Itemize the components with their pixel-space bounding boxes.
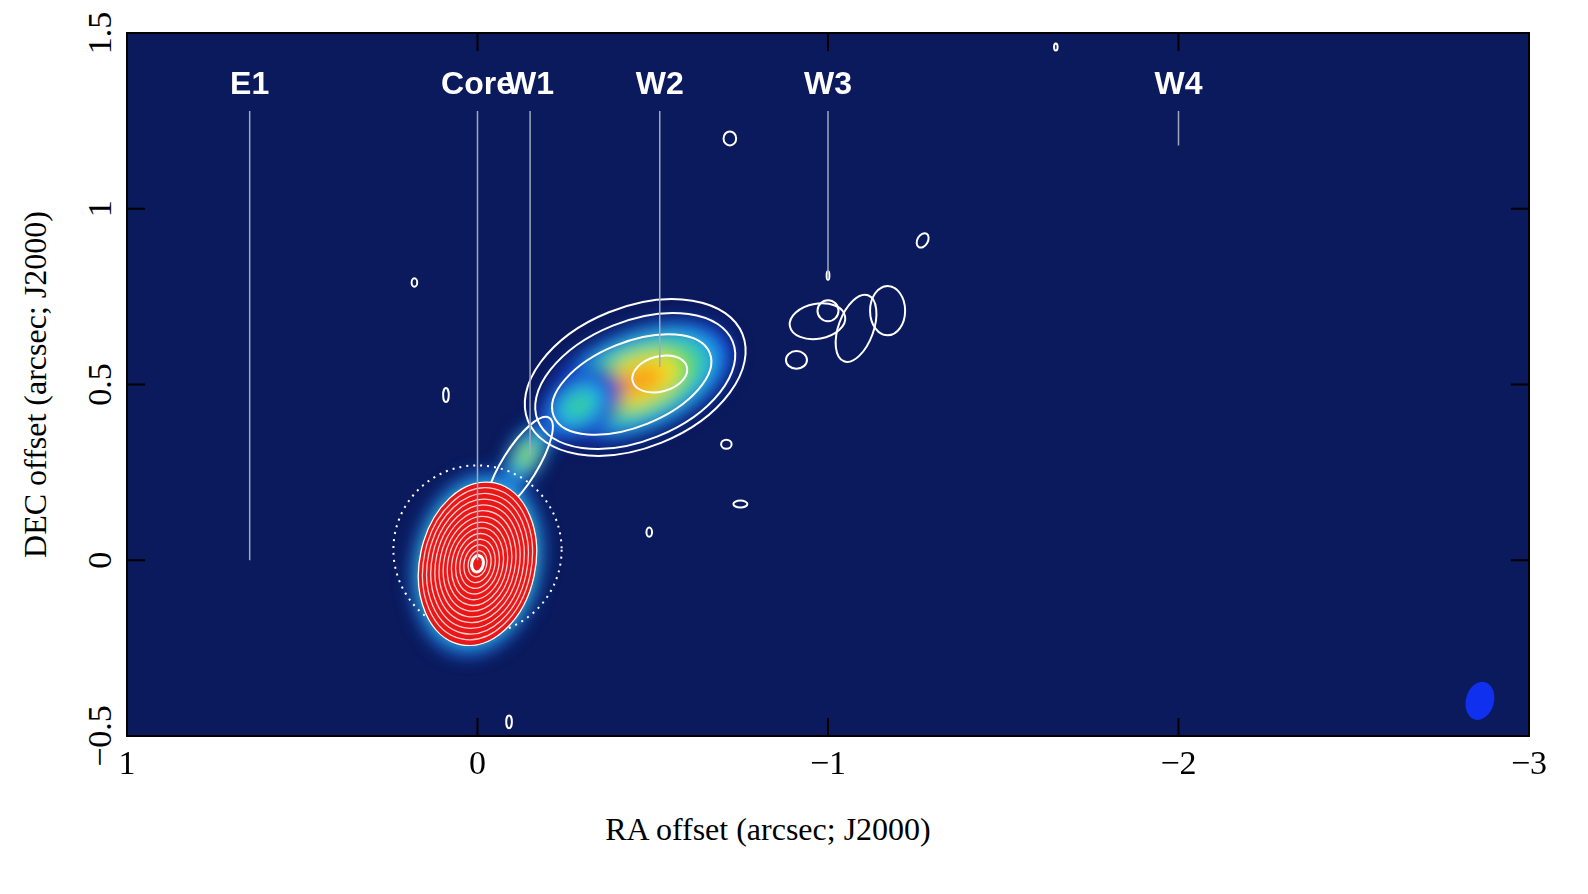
- contour: [1054, 44, 1058, 51]
- contour: [443, 388, 449, 402]
- x-tick: [1528, 33, 1530, 51]
- y-tick-label: 1: [81, 200, 118, 217]
- contour: [538, 314, 726, 455]
- x-tick: [126, 33, 128, 51]
- x-tick-label: 1: [119, 744, 136, 781]
- x-tick-label: −1: [810, 744, 846, 781]
- y-tick: [1511, 735, 1529, 737]
- x-tick: [126, 718, 128, 736]
- annotation-line: [249, 111, 251, 560]
- annotation-label: W1: [506, 65, 554, 101]
- annotation-line: [477, 111, 479, 560]
- y-tick-label: 0.5: [81, 363, 118, 406]
- annotation-line: [529, 111, 531, 455]
- contour: [515, 286, 755, 476]
- x-tick: [477, 33, 479, 51]
- y-axis-title: DEC offset (arcsec; J2000): [17, 211, 53, 558]
- y-tick: [1511, 559, 1529, 561]
- contour: [724, 131, 737, 145]
- annotation-label: W4: [1155, 65, 1203, 101]
- contour: [506, 716, 512, 729]
- y-tick: [127, 735, 145, 737]
- contour: [412, 278, 418, 286]
- y-tick: [1511, 384, 1529, 386]
- emission-component: [563, 391, 595, 421]
- y-tick-label: 1.5: [81, 12, 118, 55]
- x-tick: [1178, 33, 1180, 51]
- x-tick-label: −3: [1511, 744, 1547, 781]
- y-tick: [127, 32, 145, 34]
- y-tick-label: −0.5: [81, 705, 118, 767]
- annotation-label: W2: [636, 65, 684, 101]
- annotation-label: Core: [441, 65, 514, 101]
- x-tick: [477, 718, 479, 736]
- annotation-line: [827, 111, 829, 279]
- plot-background: [127, 33, 1529, 736]
- y-tick: [1511, 208, 1529, 210]
- annotation-label: W3: [804, 65, 852, 101]
- x-tick: [1178, 718, 1180, 736]
- contour: [502, 269, 769, 486]
- contour: [914, 231, 931, 250]
- contour: [733, 500, 747, 507]
- annotation-line: [1178, 111, 1180, 145]
- x-tick-label: −2: [1160, 744, 1196, 781]
- x-axis-title: RA offset (arcsec; J2000): [605, 811, 931, 847]
- y-tick: [127, 559, 145, 561]
- emission-component: [512, 438, 540, 472]
- x-tick: [1528, 718, 1530, 736]
- y-tick: [127, 208, 145, 210]
- chart: E1 CoreW1 W2 W3 W4 1 0 −1 −2 −3 −0.5 0 0.5 1 1.5 RA off…: [0, 0, 1588, 894]
- y-tick-label: 0: [81, 552, 118, 569]
- emission: [395, 295, 752, 669]
- x-tick-label: 0: [469, 744, 486, 781]
- x-tick: [827, 33, 829, 51]
- annotation-line: [659, 111, 661, 367]
- beam: [1461, 679, 1498, 724]
- emission-component: [555, 383, 604, 429]
- x-tick: [827, 718, 829, 736]
- frame: [127, 33, 1529, 736]
- emission-component: [546, 375, 612, 436]
- contour: [870, 286, 905, 335]
- contour: [817, 300, 838, 321]
- contour: [646, 528, 652, 537]
- emission-component: [517, 444, 536, 466]
- y-tick: [1511, 32, 1529, 34]
- plot-area: [393, 44, 1498, 729]
- annotation-label: E1: [230, 65, 269, 101]
- contour: [721, 440, 732, 449]
- y-tick: [127, 384, 145, 386]
- contour: [786, 351, 807, 369]
